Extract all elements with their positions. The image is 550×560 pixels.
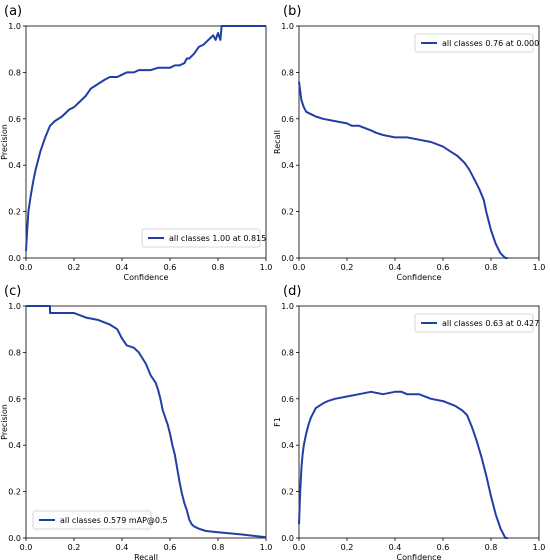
y-tick-label: 0.4: [281, 441, 294, 450]
y-tick-label: 0.6: [281, 115, 294, 124]
x-axis-label: Recall: [134, 553, 158, 560]
y-tick-label: 0.0: [281, 534, 294, 543]
y-tick-label: 0.2: [8, 208, 21, 217]
x-tick-label: 0.6: [164, 543, 177, 552]
y-tick-label: 0.2: [281, 208, 294, 217]
y-tick-label: 0.8: [281, 348, 294, 357]
legend-box: [414, 313, 534, 333]
x-axis-label: Confidence: [397, 553, 442, 560]
panel-label: (b): [283, 4, 301, 19]
y-tick-label: 0.2: [8, 488, 21, 497]
legend-box: [141, 228, 261, 248]
x-tick-label: 0.4: [116, 263, 129, 272]
y-tick-label: 0.4: [281, 161, 294, 170]
y-tick-label: 1.0: [281, 302, 294, 311]
y-tick-label: 0.6: [8, 115, 21, 124]
series-line: [298, 81, 508, 259]
x-tick-label: 0.0: [20, 543, 33, 552]
x-tick-label: 0.8: [212, 543, 225, 552]
x-tick-label: 0.8: [485, 263, 498, 272]
legend-label: all classes 0.579 mAP@0.5: [60, 516, 168, 525]
x-tick-label: 0.8: [485, 543, 498, 552]
x-tick-label: 0.6: [437, 543, 450, 552]
legend: all classes 0.579 mAP@0.5: [32, 510, 168, 530]
y-axis-label: Recall: [273, 130, 282, 154]
legend-label: all classes 1.00 at 0.815: [169, 234, 266, 243]
y-tick-label: 0.4: [8, 161, 21, 170]
y-tick-label: 0.8: [8, 348, 21, 357]
chart-panel-3: (c) 0.0 0.2 0.4 0.6 0.8 1.0 0.0 0.2 0.4 0.6 0.8 1.0 R…: [0, 284, 272, 560]
x-tick-label: 0.2: [68, 543, 81, 552]
plot-frame: [298, 305, 540, 539]
panel-label: (d): [283, 284, 301, 299]
y-axis-label: F1: [273, 417, 282, 427]
x-tick-label: 0.2: [68, 263, 81, 272]
chart-panel-4: (d) 0.0 0.2 0.4 0.6 0.8 1.0 0.0 0.2 0.4 0.6 0.8 1.0 C…: [273, 284, 545, 560]
series-line: [25, 25, 266, 252]
y-tick-label: 0.8: [281, 68, 294, 77]
plot-frame: [25, 25, 267, 259]
legend-box: [32, 510, 152, 530]
panel-label: (a): [4, 4, 22, 19]
panel-label: (c): [4, 284, 21, 299]
x-tick-label: 0.4: [389, 543, 402, 552]
plot-frame: [298, 25, 540, 259]
y-tick-label: 0.8: [8, 68, 21, 77]
legend: all classes 0.76 at 0.000: [414, 33, 539, 53]
y-axis-label: Precision: [0, 404, 9, 440]
x-tick-label: 1.0: [533, 543, 546, 552]
legend-label: all classes 0.76 at 0.000: [442, 39, 539, 48]
y-tick-label: 1.0: [8, 302, 21, 311]
y-tick-label: 0.6: [8, 395, 21, 404]
y-tick-label: 1.0: [8, 22, 21, 31]
x-tick-label: 0.2: [341, 543, 354, 552]
y-tick-label: 0.4: [8, 441, 21, 450]
x-tick-label: 0.4: [116, 543, 129, 552]
x-axis-label: Confidence: [124, 273, 169, 282]
y-tick-label: 0.6: [281, 395, 294, 404]
x-tick-label: 0.4: [389, 263, 402, 272]
x-tick-label: 0.0: [293, 263, 306, 272]
x-tick-label: 0.6: [437, 263, 450, 272]
legend-box: [414, 33, 534, 53]
legend: all classes 1.00 at 0.815: [141, 228, 266, 248]
chart-panel-1: (a) 0.0 0.2 0.4 0.6 0.8 1.0 0.0 0.2 0.4 0.6 0.8 1.0 C…: [0, 4, 272, 282]
y-tick-label: 0.0: [281, 254, 294, 263]
x-tick-label: 0.2: [341, 263, 354, 272]
x-axis-label: Confidence: [397, 273, 442, 282]
y-tick-label: 0.0: [8, 534, 21, 543]
chart-panel-2: (b) 0.0 0.2 0.4 0.6 0.8 1.0 0.0 0.2 0.4 0.6 0.8 1.0 C…: [273, 4, 545, 282]
x-tick-label: 0.0: [293, 543, 306, 552]
legend: all classes 0.63 at 0.427: [414, 313, 539, 333]
y-axis-label: Precision: [0, 124, 9, 160]
series-line: [26, 305, 267, 539]
legend-label: all classes 0.63 at 0.427: [442, 319, 539, 328]
plot-frame: [25, 305, 267, 539]
x-tick-label: 0.6: [164, 263, 177, 272]
x-tick-label: 1.0: [260, 543, 273, 552]
x-tick-label: 1.0: [260, 263, 273, 272]
y-tick-label: 1.0: [281, 22, 294, 31]
y-tick-label: 0.2: [281, 488, 294, 497]
y-tick-label: 0.0: [8, 254, 21, 263]
x-tick-label: 1.0: [533, 263, 546, 272]
series-line: [298, 390, 508, 539]
x-tick-label: 0.8: [212, 263, 225, 272]
x-tick-label: 0.0: [20, 263, 33, 272]
